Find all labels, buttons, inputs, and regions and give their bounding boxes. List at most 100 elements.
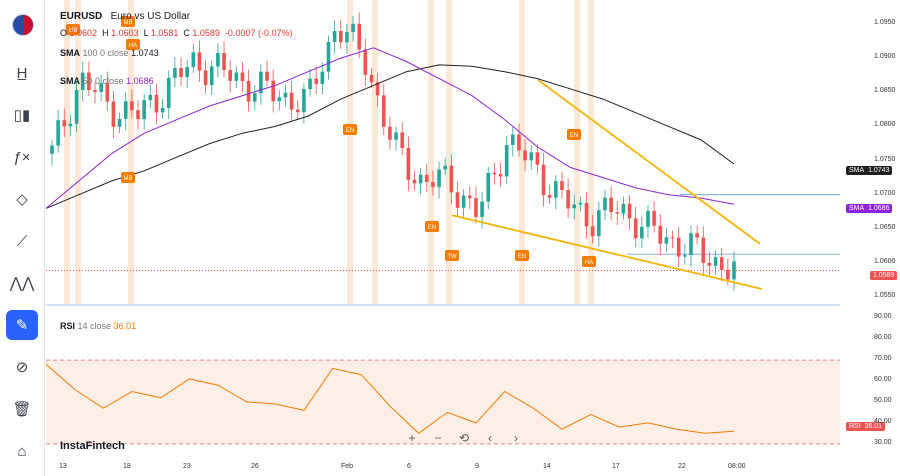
close-value: 1.0589	[192, 28, 220, 38]
candle-52	[369, 74, 374, 83]
rsi-tick-6: 30.00	[874, 438, 892, 446]
sma100-legend[interactable]: SMA 100 0 close 1.0743	[60, 48, 159, 58]
event-marker-7[interactable]: HA	[582, 256, 596, 267]
candle-66	[455, 192, 460, 208]
event-marker-8[interactable]: EN	[567, 129, 581, 140]
rsi-tick-1: 80.00	[874, 334, 892, 342]
fx-icon[interactable]: ƒ×	[13, 148, 31, 166]
close-label: C	[183, 28, 190, 38]
price-tick-7: 1.0600	[874, 258, 896, 265]
candle-24	[197, 52, 202, 71]
candle-34	[259, 71, 263, 94]
scroll-left-icon[interactable]: ‹	[488, 431, 492, 445]
sma100-params: 100 0 close	[82, 48, 129, 58]
candle-32	[246, 80, 251, 102]
candle-19	[166, 77, 171, 108]
event-marker-6[interactable]: EN	[515, 250, 529, 261]
event-marker-9[interactable]: MB	[66, 24, 80, 35]
candle-95	[633, 218, 638, 239]
candle-86	[578, 202, 583, 205]
low-label: L	[143, 28, 149, 38]
candle-69	[474, 198, 478, 218]
candle-36	[271, 80, 275, 102]
x-tick-9: 22	[678, 463, 686, 470]
open-value: 1.0602	[69, 28, 98, 38]
waves-icon[interactable]: ⋀⋀	[9, 275, 35, 292]
candle-22	[185, 66, 189, 78]
candle-8	[99, 82, 103, 92]
brush-icon[interactable]: ✎	[6, 310, 38, 340]
candle-41	[302, 89, 306, 113]
delete-icon[interactable]: 🗑	[12, 401, 32, 418]
event-marker-5[interactable]: TW	[445, 250, 459, 261]
x-tick-1: 18	[123, 463, 131, 470]
candle-103	[683, 255, 687, 257]
svg-text:HA: HA	[129, 43, 137, 49]
candle-75	[511, 134, 515, 146]
rsi-legend[interactable]: RSI 14 close 36.01	[60, 321, 136, 331]
low-value: 1.0581	[150, 28, 179, 38]
event-column-1	[75, 0, 81, 304]
candle-31	[240, 72, 245, 81]
event-marker-0[interactable]: MB	[121, 172, 135, 183]
event-column-2	[128, 0, 134, 304]
event-column-4	[372, 0, 378, 304]
candle-100	[664, 237, 669, 244]
candle-2	[62, 120, 67, 127]
sma50-legend[interactable]: SMA 50 0 close 1.0686	[60, 76, 154, 86]
event-column-0	[64, 0, 70, 304]
candles-icon[interactable]: ▯▮	[13, 107, 31, 124]
hide-icon[interactable]: ⊘	[15, 359, 29, 376]
lines-icon[interactable]: ⟋	[16, 232, 28, 250]
candle-5	[80, 72, 85, 90]
wedge-upper-line	[537, 79, 761, 245]
candle-56	[394, 132, 398, 140]
price-tick-1: 1.0900	[874, 53, 896, 61]
last-price-tag: 1.0589	[870, 271, 898, 280]
svg-text:MB: MB	[124, 176, 133, 182]
candle-53	[375, 82, 380, 96]
svg-text:MB: MB	[124, 20, 133, 26]
event-marker-3[interactable]: MB	[121, 16, 135, 27]
candle-0	[50, 145, 54, 154]
event-marker-4[interactable]: EN	[425, 221, 439, 232]
rsi-name: RSI	[60, 321, 76, 331]
event-column-7	[519, 0, 525, 304]
chart-nav-controls: + − ⟲ ‹ ›	[402, 428, 542, 448]
zoom-out-icon[interactable]: −	[434, 431, 442, 445]
rsi-tick-2: 70.00	[874, 355, 892, 363]
event-marker-2[interactable]: EN	[343, 124, 357, 135]
candle-25	[203, 70, 208, 86]
event-marker-1[interactable]: HA	[126, 39, 140, 50]
pattern-icon[interactable]: ◇	[16, 191, 28, 208]
candle-64	[443, 165, 448, 170]
sma100-value: 1.0743	[131, 48, 159, 58]
symbol-legend: EURUSD Euro vs US Dollar	[60, 11, 190, 22]
svg-text:EN: EN	[518, 254, 526, 260]
candle-30	[234, 72, 239, 81]
zoom-in-icon[interactable]: +	[408, 431, 416, 445]
event-column-8	[574, 0, 580, 304]
reset-icon[interactable]: ⟲	[458, 431, 470, 445]
candle-99	[658, 225, 663, 244]
x-tick-8: 17	[612, 463, 620, 470]
rsi-tick-0: 90.00	[874, 313, 892, 321]
candle-3	[68, 123, 73, 127]
crosshair-icon[interactable]: H̲	[16, 64, 28, 82]
candle-38	[283, 92, 288, 98]
flag-icon[interactable]	[12, 14, 34, 36]
home-icon[interactable]: ⌂	[17, 442, 27, 460]
candle-102	[676, 237, 681, 257]
x-tick-10: 08:00	[728, 463, 746, 470]
price-tick-2: 1.0850	[874, 87, 896, 95]
candle-4	[74, 89, 79, 124]
sma50-price-tag: SMA 1.0686	[846, 204, 893, 213]
scroll-right-icon[interactable]: ›	[514, 431, 518, 445]
candle-77	[523, 150, 527, 161]
candle-57	[400, 132, 405, 148]
high-label: H	[102, 28, 109, 38]
candle-83	[560, 181, 564, 191]
rsi-line	[45, 363, 735, 434]
price-tick-8: 1.0550	[874, 292, 896, 300]
